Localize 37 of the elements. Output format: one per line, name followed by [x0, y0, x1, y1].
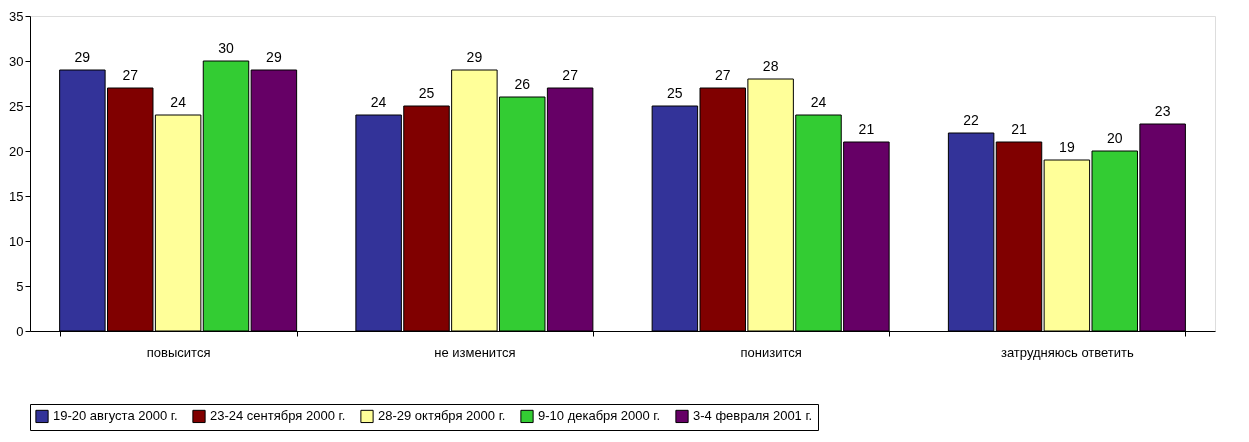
data-label: 27: [122, 67, 139, 83]
data-label: 27: [714, 67, 731, 83]
data-label: 27: [562, 67, 579, 83]
y-tick-label: 15: [9, 188, 24, 204]
x-tick-label: не изменится: [434, 344, 516, 360]
y-tick-label: 0: [16, 323, 24, 339]
data-label: 29: [74, 49, 91, 65]
y-tick-label: 25: [9, 98, 24, 114]
legend-label: 3-4 февраля 2001 г.: [693, 408, 813, 424]
y-tick-label: 5: [16, 278, 24, 294]
data-label: 19: [1059, 139, 1075, 155]
data-label: 26: [514, 76, 531, 92]
y-tick-label: 20: [9, 143, 24, 159]
data-label: 25: [418, 85, 435, 101]
data-label: 30: [218, 40, 234, 56]
data-label: 23: [1154, 103, 1171, 119]
legend-label: 9-10 декабря 2000 г.: [538, 408, 661, 424]
data-label: 24: [370, 94, 387, 110]
y-tick-label: 30: [9, 53, 24, 69]
data-label: 24: [170, 94, 187, 110]
data-label: 29: [466, 49, 483, 65]
y-tick-label: 10: [9, 233, 24, 249]
x-tick-label: затрудняюсь ответить: [1000, 344, 1135, 360]
data-label: 21: [858, 121, 875, 137]
x-tick-label: понизится: [740, 344, 802, 360]
legend-label: 28-29 октября 2000 г.: [378, 408, 506, 424]
data-label: 20: [1106, 130, 1123, 146]
data-label: 28: [762, 58, 779, 74]
y-tick-label: 35: [9, 8, 24, 24]
legend-label: 23-24 сентября 2000 г.: [210, 408, 346, 424]
data-label: 25: [667, 85, 683, 101]
x-tick-label: повысится: [146, 344, 211, 360]
data-label: 29: [266, 49, 282, 65]
data-label: 21: [1011, 121, 1027, 137]
data-label: 24: [810, 94, 827, 110]
data-label: 22: [963, 112, 980, 128]
legend-label: 19-20 августа 2000 г.: [53, 408, 178, 424]
